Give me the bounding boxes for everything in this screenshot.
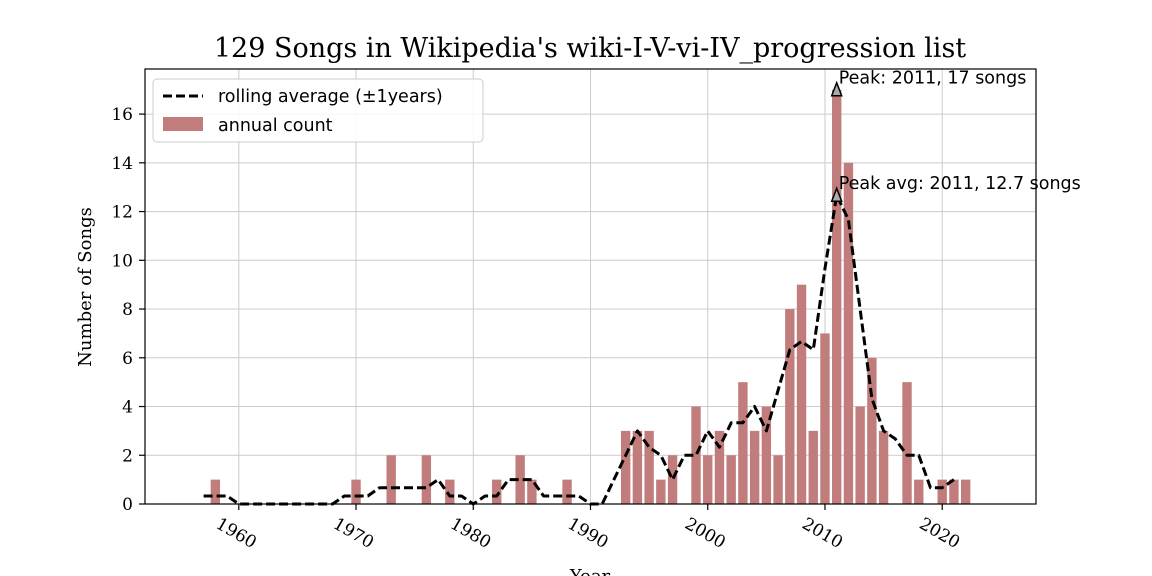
peak-marker <box>830 186 843 202</box>
y-tick-label: 12 <box>111 203 133 223</box>
bar <box>937 479 947 504</box>
bar <box>960 479 971 504</box>
bar <box>761 406 772 504</box>
bar <box>726 455 736 504</box>
bar <box>632 430 643 504</box>
bar <box>855 406 865 504</box>
bar <box>421 455 432 504</box>
bar <box>210 479 221 504</box>
bar <box>691 406 701 504</box>
y-axis-label: Number of Songs <box>75 207 96 367</box>
bar <box>667 455 678 504</box>
bar <box>902 382 912 504</box>
bar <box>796 284 807 504</box>
bar <box>492 479 502 504</box>
rolling-average-line <box>203 193 955 506</box>
y-tick-label: 4 <box>122 398 133 418</box>
peak-annotation-label: Peak avg: 2011, 12.7 songs <box>839 174 1081 194</box>
annotations: Peak: 2011, 17 songs Peak avg: 2011, 12.7… <box>830 69 1081 202</box>
y-tick-label: 10 <box>111 251 133 271</box>
y-tick-label: 16 <box>111 105 133 125</box>
y-tick-label: 6 <box>122 349 133 369</box>
x-axis-label: Year <box>569 566 611 576</box>
legend: rolling average (±1years) annual count <box>152 78 484 143</box>
bar <box>785 309 795 504</box>
y-tick-label: 8 <box>122 300 133 320</box>
peak-annotation-label: Peak: 2011, 17 songs <box>839 69 1027 89</box>
legend-label-rolling-average: rolling average (±1years) <box>218 87 443 107</box>
bar <box>738 382 748 504</box>
bar <box>703 455 713 504</box>
bar <box>832 89 842 504</box>
bar <box>562 479 572 504</box>
bar <box>386 455 396 504</box>
y-tick-label: 0 <box>122 495 133 515</box>
x-tick-label: 1960 <box>212 514 259 553</box>
bar <box>820 333 830 504</box>
bar <box>773 455 783 504</box>
x-tick-label: 2010 <box>798 514 845 553</box>
legend-box <box>152 78 484 143</box>
bar <box>527 479 537 504</box>
x-tick-label: 1970 <box>330 514 377 553</box>
x-tick-label: 1980 <box>447 514 494 553</box>
legend-label-annual-count: annual count <box>218 116 333 136</box>
y-tick-label: 14 <box>111 154 133 174</box>
x-axis: 1960 1970 1980 1990 2000 2010 2020 <box>212 504 963 553</box>
bar <box>808 430 818 504</box>
bar <box>351 479 361 504</box>
bar <box>445 479 455 504</box>
bar <box>515 455 525 504</box>
y-axis: 0 2 4 6 8 10 12 14 16 <box>111 105 145 515</box>
bar <box>644 430 654 504</box>
x-tick-label: 2000 <box>681 514 728 553</box>
bar <box>914 479 924 504</box>
bar <box>843 162 854 504</box>
bar <box>749 430 760 504</box>
bar <box>867 357 877 504</box>
bar <box>620 430 631 504</box>
peak-marker <box>830 80 843 97</box>
x-tick-label: 1990 <box>564 514 611 553</box>
bar <box>656 479 666 504</box>
bar <box>949 479 959 504</box>
y-tick-label: 2 <box>122 446 133 466</box>
x-tick-label: 2020 <box>916 514 963 553</box>
bar <box>878 430 889 504</box>
legend-bar-swatch <box>163 117 203 131</box>
chart-title: 129 Songs in Wikipedia's wiki-I-V-vi-IV_… <box>214 33 966 64</box>
grid <box>145 69 1036 505</box>
bar-series <box>210 89 971 504</box>
bar <box>714 430 725 504</box>
line-series <box>203 193 955 506</box>
